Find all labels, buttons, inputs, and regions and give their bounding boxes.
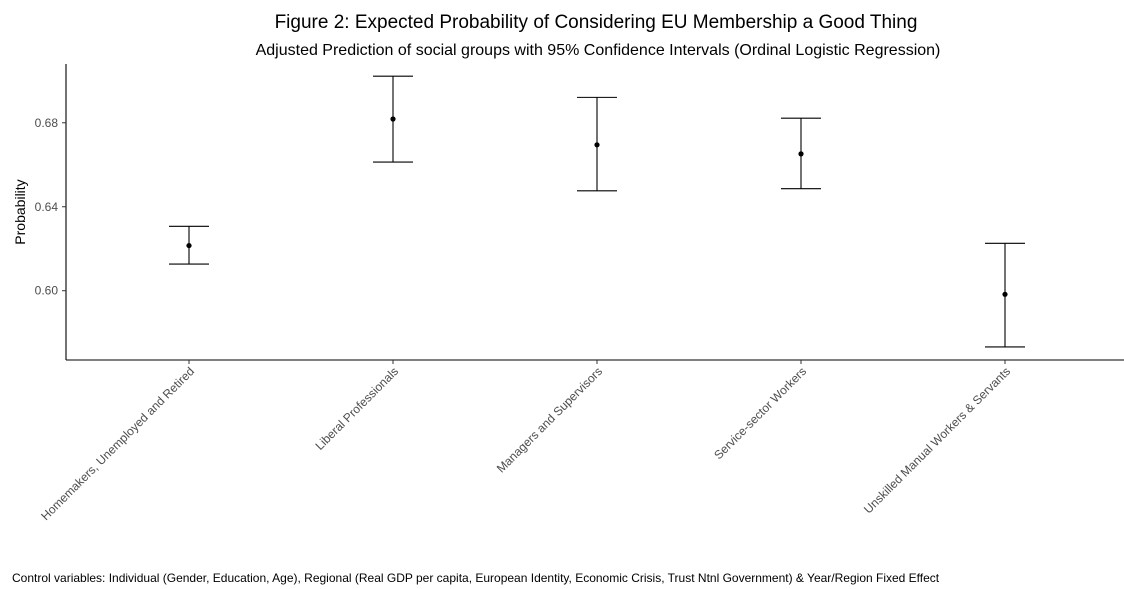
x-tick-label: Homemakers, Unemployed and Retired [38,364,197,523]
chart-subtitle: Adjusted Prediction of social groups wit… [256,42,941,59]
data-point [390,116,396,122]
x-tick-label: Managers and Supervisors [494,364,605,475]
data-point [1002,291,1008,297]
y-tick-label: 0.68 [35,116,59,130]
data-point [798,151,804,157]
chart-title: Figure 2: Expected Probability of Consid… [275,12,918,33]
data-point [594,142,600,148]
x-tick-label: Liberal Professionals [312,364,401,453]
data-point [186,242,192,249]
y-tick-label: 0.64 [35,200,59,214]
x-tick-label: Unskilled Manual Workers & Servants [861,364,1013,516]
x-tick-label: Service-sector Workers [711,364,809,462]
y-tick-label: 0.60 [35,284,59,298]
plot-area: 0.60 0.64 0.68 Homemakers, Unemployed and R… [35,64,1124,523]
y-axis-label: Probability [12,179,28,244]
chart-caption: Control variables: Individual (Gender, E… [12,571,940,585]
